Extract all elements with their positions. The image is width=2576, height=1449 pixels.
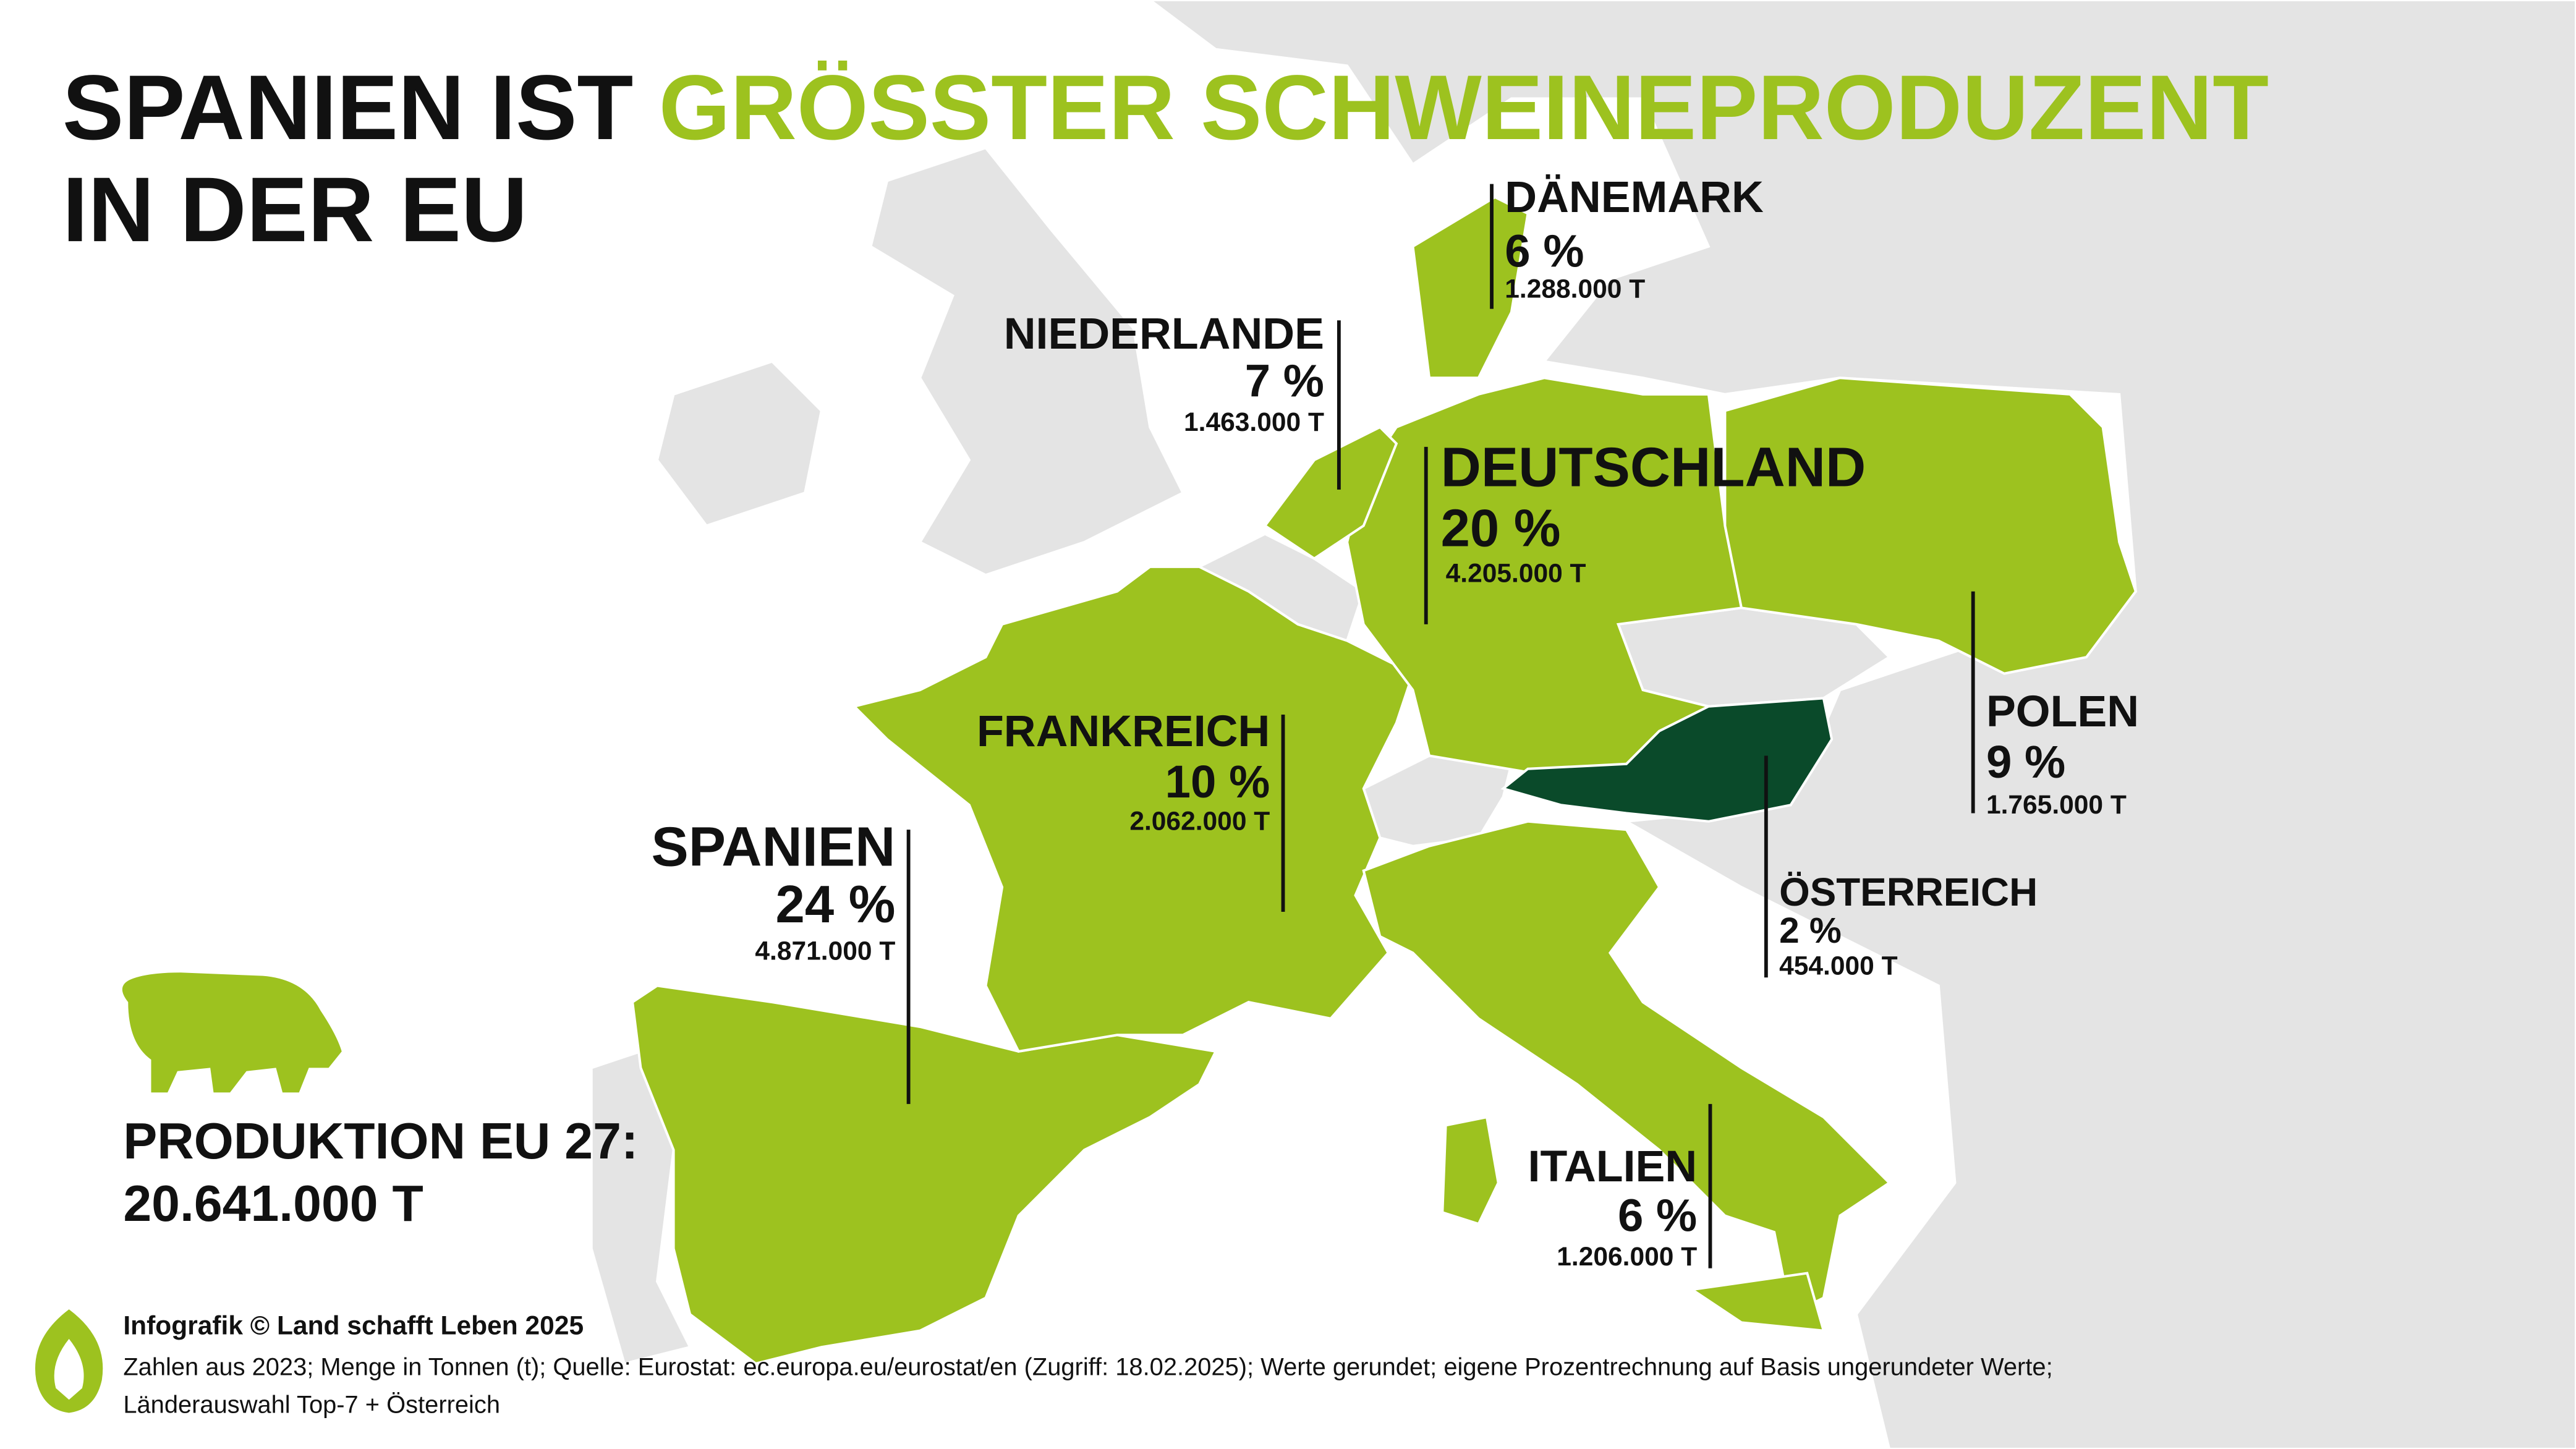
logo-inner [54, 1338, 84, 1400]
country-share: 2 % [1779, 911, 1842, 951]
footer-note: Länderauswahl Top-7 + Österreich [123, 1391, 500, 1418]
total-label: PRODUKTION EU 27: [123, 1113, 638, 1170]
netherlands [1263, 425, 1398, 560]
land-britain [869, 146, 1185, 577]
map [590, 0, 2576, 1449]
label-france: FRANKREICH 10 % 2.062.000 T [977, 707, 1285, 912]
france [852, 565, 1414, 1053]
country-name: SPANIEN [651, 815, 895, 878]
country-name: ÖSTERREICH [1779, 870, 2038, 914]
label-italy: ITALIEN 6 % 1.206.000 T [1528, 1103, 1712, 1272]
footer-credit: Infografik © Land schafft Leben 2025 [123, 1312, 584, 1341]
sardinia [1441, 1115, 1500, 1226]
country-amount: 1.765.000 T [1986, 791, 2127, 820]
footer-note: Zahlen aus 2023; Menge in Tonnen (t); Qu… [123, 1353, 2052, 1380]
title: SPANIEN IST GRÖSSTER SCHWEINEPRODUZENT [62, 56, 2269, 159]
country-amount: 4.871.000 T [755, 937, 895, 966]
country-share: 6 % [1505, 226, 1584, 277]
country-share: 20 % [1441, 499, 1561, 558]
country-amount: 2.062.000 T [1129, 807, 1270, 836]
label-austria: ÖSTERREICH 2 % 454.000 T [1764, 755, 2038, 981]
spain [631, 984, 1218, 1365]
country-share: 6 % [1618, 1190, 1697, 1241]
country-name: NIEDERLANDE [1004, 309, 1324, 359]
pig-icon [122, 972, 342, 1093]
country-amount: 4.205.000 T [1446, 559, 1586, 588]
label-denmark: DÄNEMARK 6 % 1.288.000 T [1490, 172, 1764, 309]
label-poland: POLEN 9 % 1.765.000 T [1971, 591, 2139, 820]
title-part: SPANIEN IST [62, 56, 633, 159]
denmark [1411, 195, 1529, 380]
country-name: FRANKREICH [977, 707, 1270, 756]
country-name: DÄNEMARK [1505, 172, 1764, 222]
austria [1500, 697, 1834, 823]
country-name: ITALIEN [1528, 1142, 1698, 1191]
country-share: 9 % [1986, 736, 2065, 788]
title-highlight: GRÖSSTER SCHWEINEPRODUZENT [659, 56, 2269, 159]
country-share: 10 % [1165, 756, 1270, 807]
country-amount: 454.000 T [1779, 952, 1897, 981]
logo [35, 1309, 103, 1413]
country-name: POLEN [1986, 687, 2139, 736]
title-line: IN DER EU [62, 158, 527, 261]
poland [1724, 376, 2138, 675]
land-background [1147, 0, 2576, 1449]
label-spain: SPANIEN 24 % 4.871.000 T [651, 815, 911, 1104]
country-amount: 1.206.000 T [1557, 1243, 1697, 1272]
label-netherlands: NIEDERLANDE 7 % 1.463.000 T [1004, 309, 1341, 490]
italy [1362, 820, 1892, 1317]
country-share: 7 % [1245, 355, 1324, 407]
total-value: 20.641.000 T [123, 1175, 423, 1232]
country-amount: 1.463.000 T [1184, 408, 1324, 437]
sicily [1688, 1272, 1826, 1332]
label-germany: DEUTSCHLAND 20 % 4.205.000 T [1424, 436, 1866, 624]
country-amount: 1.288.000 T [1505, 275, 1645, 304]
country-name: DEUTSCHLAND [1441, 436, 1866, 499]
country-share: 24 % [776, 875, 896, 934]
land-ireland [655, 360, 823, 527]
